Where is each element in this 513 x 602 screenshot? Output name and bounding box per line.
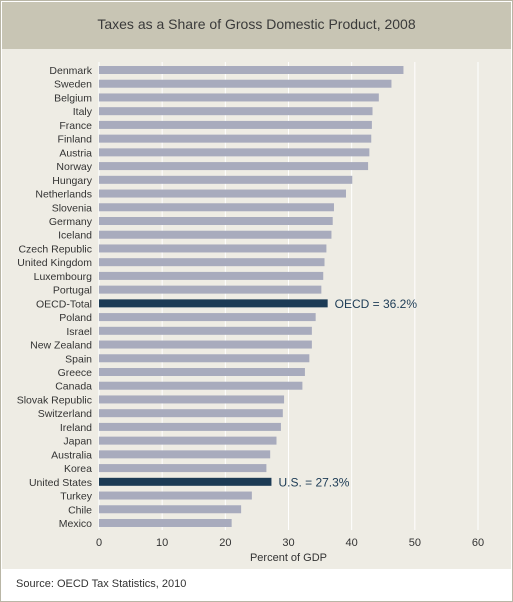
category-label: Greece — [58, 367, 93, 379]
bar — [99, 491, 252, 500]
bar — [99, 436, 277, 445]
chart-title: Taxes as a Share of Gross Domestic Produ… — [97, 16, 416, 32]
category-label: Australia — [51, 449, 92, 461]
bar — [99, 354, 310, 363]
category-label: United States — [29, 477, 92, 489]
highlighted-bar — [99, 477, 272, 486]
category-label: Mexico — [59, 518, 92, 530]
category-label: Japan — [63, 436, 92, 448]
bar — [99, 422, 281, 431]
highlighted-bar — [99, 299, 328, 308]
bar — [99, 258, 325, 267]
bar — [99, 285, 322, 294]
bar — [99, 216, 333, 225]
bar — [99, 340, 312, 349]
bar — [99, 271, 324, 280]
bar — [99, 175, 353, 184]
x-tick-label: 40 — [346, 537, 358, 549]
x-tick-label: 30 — [282, 537, 294, 549]
category-label: Turkey — [60, 491, 92, 503]
x-tick-label: 60 — [472, 537, 484, 549]
category-label: Luxembourg — [34, 271, 93, 283]
bar — [99, 395, 285, 404]
category-label: Korea — [64, 463, 92, 475]
bar — [99, 244, 327, 253]
x-axis-label: Percent of GDP — [250, 552, 327, 564]
bar — [99, 367, 305, 376]
category-label: Norway — [56, 161, 92, 173]
category-label: Chile — [68, 504, 92, 516]
category-label: Poland — [59, 312, 92, 324]
category-label: Slovenia — [52, 202, 92, 214]
bar — [99, 66, 404, 74]
category-label: Portugal — [53, 285, 92, 297]
bar — [99, 409, 283, 418]
bar — [99, 203, 334, 212]
category-label: United Kingdom — [17, 257, 92, 269]
category-label: Sweden — [54, 79, 92, 91]
category-label: Germany — [49, 216, 93, 228]
bar — [99, 230, 332, 239]
category-label: Switzerland — [38, 408, 92, 420]
bar — [99, 518, 232, 527]
bar — [99, 326, 312, 335]
bar — [99, 107, 373, 116]
category-label: Finland — [58, 134, 93, 146]
bar — [99, 93, 379, 102]
bar — [99, 381, 303, 390]
bar — [99, 148, 370, 157]
category-label: Iceland — [58, 230, 92, 242]
category-label: OECD-Total — [36, 298, 92, 310]
bar — [99, 162, 369, 171]
bar — [99, 79, 392, 88]
category-label: Netherlands — [35, 189, 92, 201]
category-label: Israel — [66, 326, 92, 338]
category-label: Canada — [55, 381, 92, 393]
category-label: Belgium — [54, 92, 92, 104]
category-label: Austria — [59, 147, 92, 159]
bar — [99, 189, 346, 198]
bar — [99, 464, 267, 473]
category-label: Czech Republic — [18, 243, 92, 255]
bar — [99, 505, 242, 514]
x-tick-label: 0 — [96, 537, 102, 549]
source-note: Source: OECD Tax Statistics, 2010 — [16, 578, 187, 590]
x-tick-label: 20 — [219, 537, 231, 549]
category-label: Ireland — [60, 422, 92, 434]
bar — [99, 313, 316, 322]
category-label: Spain — [65, 353, 92, 365]
title-band: Taxes as a Share of Gross Domestic Produ… — [2, 2, 511, 49]
category-label: New Zealand — [30, 340, 92, 352]
category-label: Denmark — [49, 65, 92, 77]
category-label: Slovak Republic — [17, 394, 92, 406]
footer: Source: OECD Tax Statistics, 2010 — [2, 569, 511, 600]
x-tick-label: 50 — [409, 537, 421, 549]
x-tick-label: 10 — [156, 537, 168, 549]
bar — [99, 120, 372, 129]
bar — [99, 134, 372, 143]
annotation-label: OECD = 36.2% — [335, 297, 418, 311]
category-label: Italy — [73, 106, 93, 118]
category-label: France — [59, 120, 92, 132]
category-label: Hungary — [52, 175, 92, 187]
annotation-label: U.S. = 27.3% — [278, 475, 349, 489]
bar — [99, 450, 271, 459]
